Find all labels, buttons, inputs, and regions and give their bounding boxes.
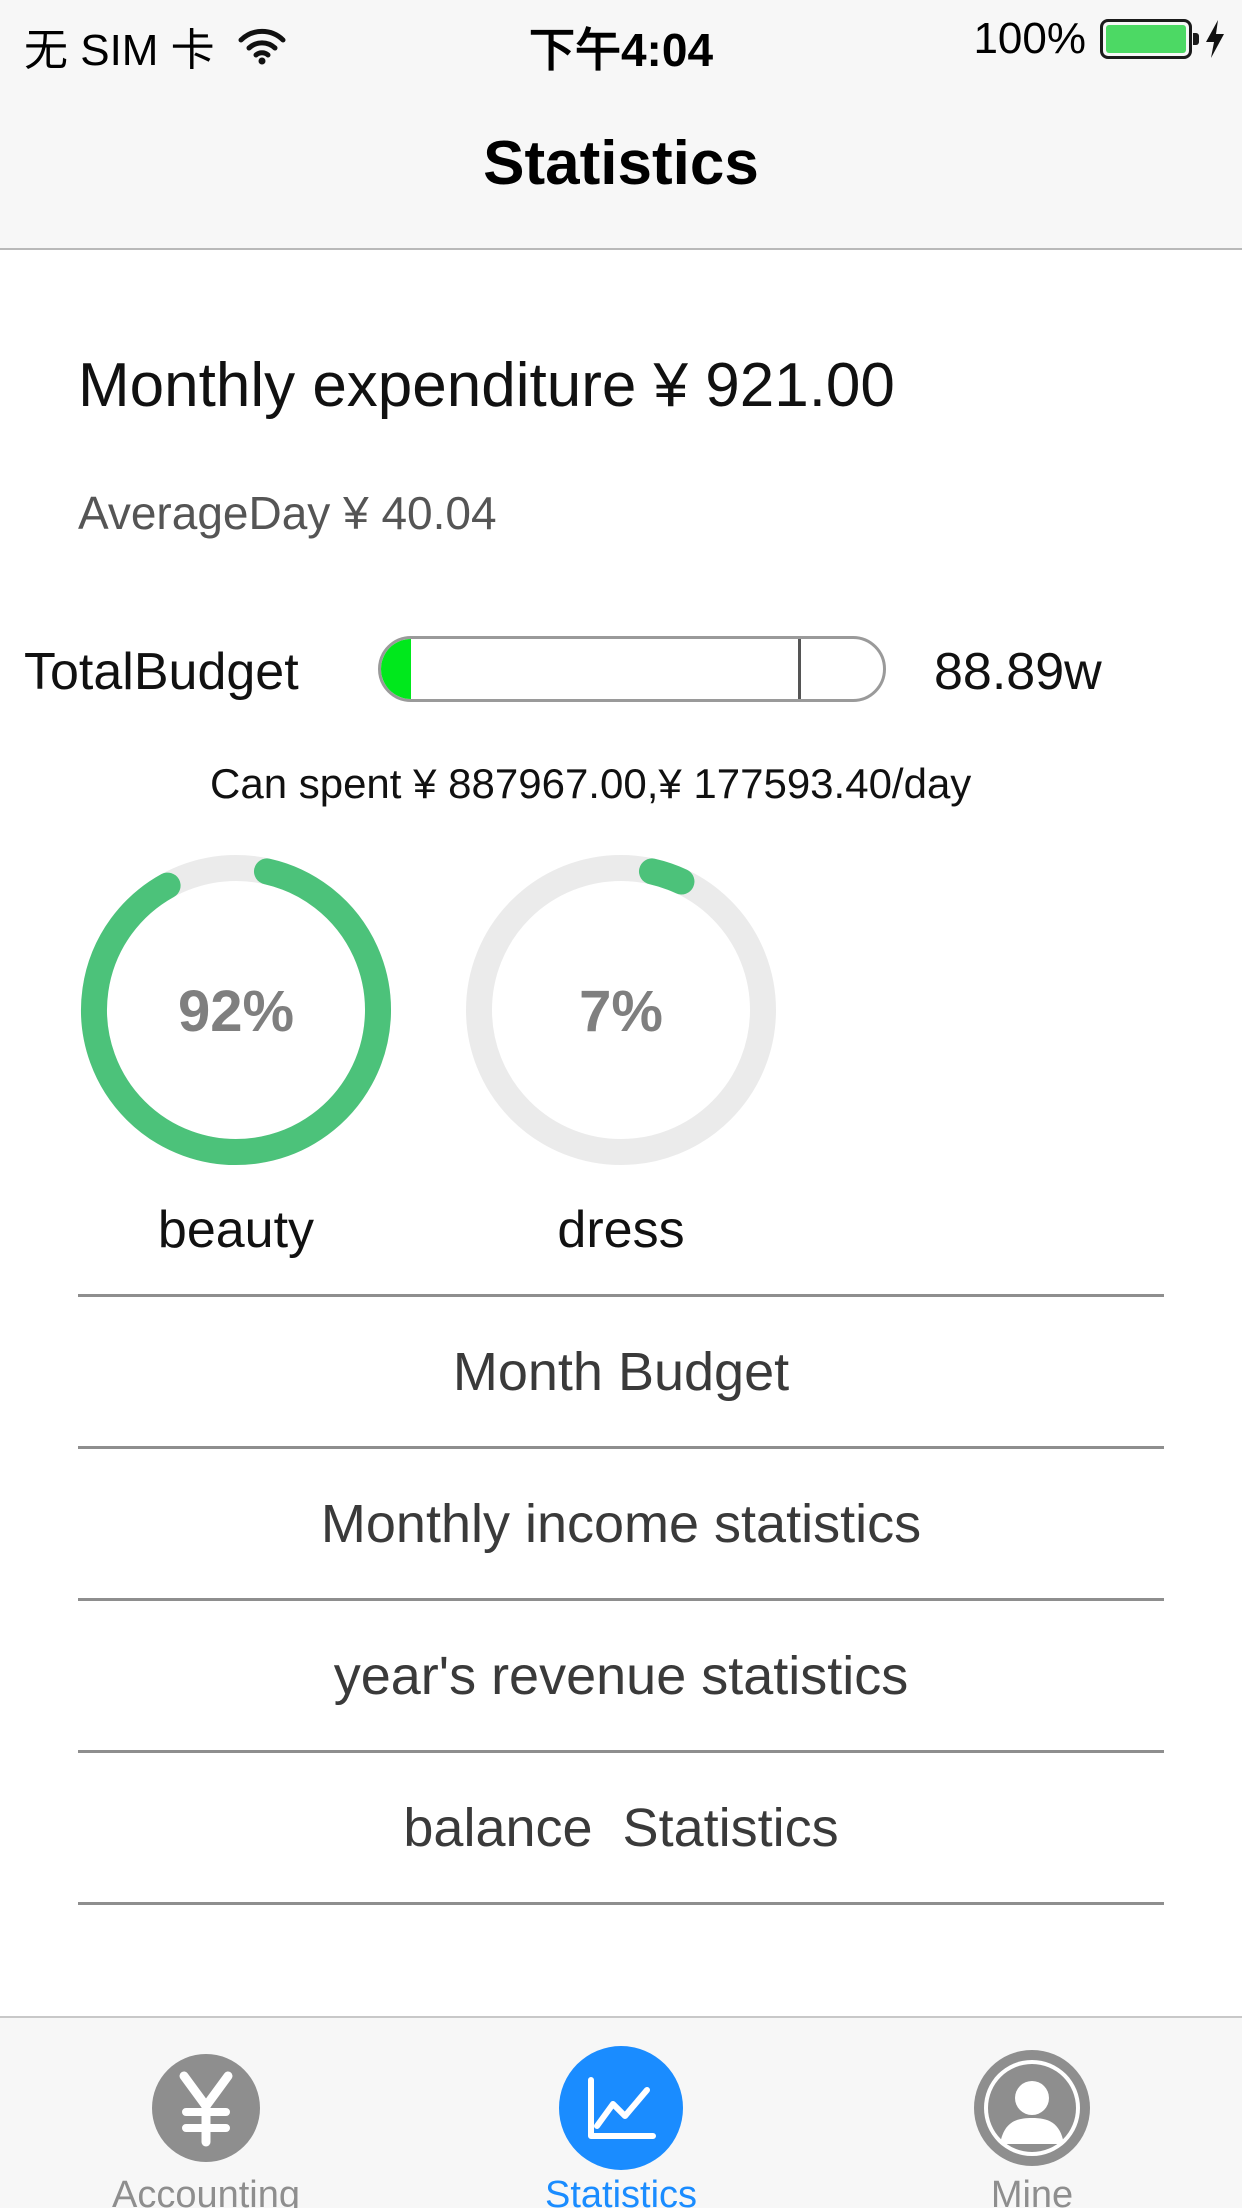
chart-icon (559, 2046, 683, 2170)
tab-bar: Accounting Statistics Mine (0, 2016, 1242, 2208)
total-budget-value: 88.89w (934, 643, 1102, 701)
total-budget-label: TotalBudget (24, 643, 299, 701)
budget-progress-marker (797, 639, 801, 699)
can-spent-text: Can spent ¥ 887967.00,¥ 177593.40/day (210, 760, 972, 807)
battery-percent: 100% (973, 14, 1086, 63)
tab-mine-label: Mine (990, 2174, 1074, 2208)
monthly-expenditure: Monthly expenditure ¥ 921.00 (78, 351, 895, 420)
budget-progress-bar (378, 636, 886, 702)
menu-item-monthly-income[interactable]: Monthly income statistics (78, 1449, 1164, 1601)
carrier-group: 无 SIM 卡 (24, 14, 287, 78)
tab-mine[interactable]: Mine (902, 2032, 1162, 2208)
tab-accounting[interactable]: Accounting (76, 2032, 336, 2208)
dress-ring-track (466, 855, 776, 1165)
tab-statistics[interactable]: Statistics (491, 2032, 751, 2208)
status-bar: 无 SIM 卡 下午4:04 100% (0, 0, 1242, 80)
tab-accounting-label: Accounting (111, 2174, 300, 2208)
dress-ring-arc (638, 858, 695, 895)
menu-item-year-revenue[interactable]: year's revenue statistics (78, 1601, 1164, 1753)
page-title: Statistics (483, 129, 759, 198)
battery-group: 100% (973, 14, 1226, 64)
status-time: 下午4:04 (528, 24, 714, 76)
wifi-icon (238, 28, 286, 65)
yen-icon (152, 2054, 260, 2162)
dress-ring-svg (466, 855, 776, 1165)
battery-icon (1100, 19, 1199, 59)
dress-label: dress (557, 1201, 685, 1259)
menu-item-balance[interactable]: balance Statistics (78, 1753, 1164, 1905)
dress-ring-chart[interactable]: 7% (463, 852, 779, 1168)
dress-percent: 7% (579, 979, 663, 1044)
tab-statistics-label: Statistics (544, 2174, 698, 2208)
average-day: AverageDay ¥ 40.04 (78, 487, 497, 539)
navigation-bar: Statistics (0, 80, 1242, 250)
beauty-ring-arc (81, 858, 391, 1165)
charging-icon (1206, 20, 1224, 58)
beauty-label: beauty (157, 1201, 315, 1259)
beauty-percent: 92% (177, 979, 295, 1044)
beauty-ring-svg (81, 855, 391, 1165)
carrier-label: 无 SIM 卡 (24, 26, 215, 75)
budget-progress-fill (381, 639, 412, 699)
beauty-ring-chart[interactable]: 92% (78, 852, 394, 1168)
statistics-menu: Month Budget Monthly income statistics y… (78, 1294, 1164, 1905)
menu-item-month-budget[interactable]: Month Budget (78, 1297, 1164, 1449)
user-icon (974, 2050, 1090, 2166)
